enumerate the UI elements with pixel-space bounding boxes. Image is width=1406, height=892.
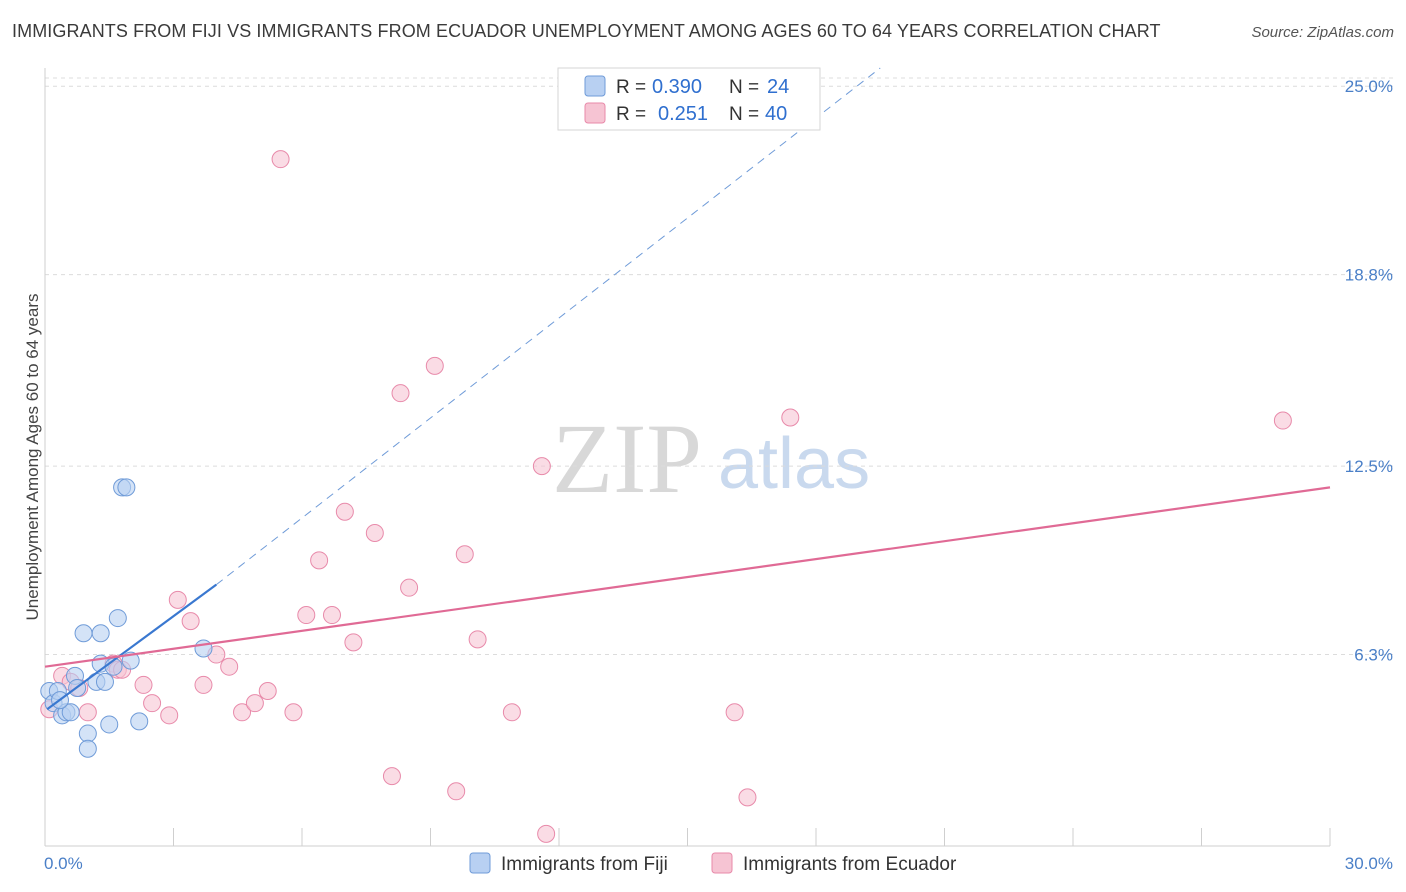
legend-ecuador-n-value: 40 <box>765 103 787 125</box>
fiji-point <box>194 639 213 658</box>
ecuador-point <box>245 694 264 713</box>
fiji-point <box>91 624 110 643</box>
ecuador-trend-line <box>44 486 1331 668</box>
bottom-legend-fiji-swatch <box>469 852 491 874</box>
ecuador-point <box>468 630 487 649</box>
bottom-legend-fiji-label: Immigrants from Fiji <box>501 854 668 875</box>
ecuador-point <box>447 782 466 801</box>
watermark-atlas: atlas <box>718 424 870 504</box>
ecuador-point <box>382 767 401 786</box>
gridlines <box>45 77 1395 656</box>
bottom-legend-ecuador-swatch <box>711 852 733 874</box>
fiji-point <box>130 712 149 731</box>
ecuador-point <box>310 551 329 570</box>
fiji-point <box>78 739 97 758</box>
ecuador-point <box>258 682 277 701</box>
series-legend: Immigrants from Fiji Immigrants from Ecu… <box>469 852 957 875</box>
y-tick-label: 18.8% <box>1345 266 1393 285</box>
ecuador-point <box>365 523 384 542</box>
ecuador-point <box>284 703 303 722</box>
legend-fiji-n-value: 24 <box>767 76 789 98</box>
ecuador-point <box>78 703 97 722</box>
ecuador-point <box>181 612 200 631</box>
chart-title: IMMIGRANTS FROM FIJI VS IMMIGRANTS FROM … <box>12 21 1161 41</box>
legend-ecuador-r-value: 0.251 <box>658 103 708 125</box>
bottom-legend-ecuador-label: Immigrants from Ecuador <box>743 854 957 875</box>
y-tick-labels: 6.3% 12.5% 18.8% 25.0% <box>1345 77 1393 664</box>
legend-fiji-r-value: 0.390 <box>652 76 702 98</box>
ecuador-point <box>233 703 252 722</box>
ecuador-point <box>335 502 354 521</box>
ecuador-point <box>134 675 153 694</box>
ecuador-point <box>297 606 316 625</box>
legend-ecuador-n-label: N = <box>729 104 759 125</box>
ecuador-point <box>220 657 239 676</box>
ecuador-point <box>725 703 744 722</box>
fiji-trend-extension <box>216 67 881 586</box>
fiji-point <box>95 672 114 691</box>
x-tick-label: 30.0% <box>1345 854 1393 873</box>
fiji-point <box>78 724 97 743</box>
x-tick-label: 0.0% <box>44 854 83 873</box>
ecuador-point <box>781 408 800 427</box>
y-tick-label: 6.3% <box>1354 646 1393 665</box>
fiji-point <box>61 703 80 722</box>
x-tick-labels: 0.0% 30.0% <box>44 854 1393 873</box>
legend-fiji-swatch <box>584 75 606 97</box>
legend-fiji-r-label: R = <box>616 77 646 98</box>
y-axis-title: Unemployment Among Ages 60 to 64 years <box>23 294 42 621</box>
ecuador-point <box>1273 411 1292 430</box>
ecuador-point <box>738 788 757 807</box>
fiji-trend-line <box>46 583 217 711</box>
ecuador-point <box>271 150 290 169</box>
trend-lines <box>44 67 1331 711</box>
legend-ecuador-swatch <box>584 102 606 124</box>
ecuador-point <box>168 590 187 609</box>
ecuador-point <box>502 703 521 722</box>
legend-fiji-n-label: N = <box>729 77 759 98</box>
ecuador-point <box>455 545 474 564</box>
ecuador-point <box>537 824 556 843</box>
ecuador-point <box>143 694 162 713</box>
chart-source: Source: ZipAtlas.com <box>1251 24 1394 41</box>
watermark-zip: ZIP <box>552 403 702 514</box>
fiji-points <box>40 478 213 758</box>
ecuador-point <box>425 356 444 375</box>
fiji-point <box>100 715 119 734</box>
y-tick-label: 12.5% <box>1345 457 1393 476</box>
correlation-legend: R = 0.390 N = 24 R = 0.251 N = 40 <box>557 67 821 131</box>
ecuador-point <box>391 384 410 403</box>
fiji-point <box>74 624 93 643</box>
ecuador-point <box>160 706 179 725</box>
y-tick-label: 25.0% <box>1345 77 1393 96</box>
ecuador-point <box>194 675 213 694</box>
ecuador-point <box>532 457 551 476</box>
fiji-point <box>117 478 136 497</box>
ecuador-point <box>322 606 341 625</box>
axes <box>44 68 1331 847</box>
fiji-point <box>108 609 127 628</box>
ecuador-point <box>400 578 419 597</box>
legend-ecuador-r-label: R = <box>616 104 646 125</box>
watermark: ZIP atlas <box>552 403 870 514</box>
ecuador-point <box>344 633 363 652</box>
